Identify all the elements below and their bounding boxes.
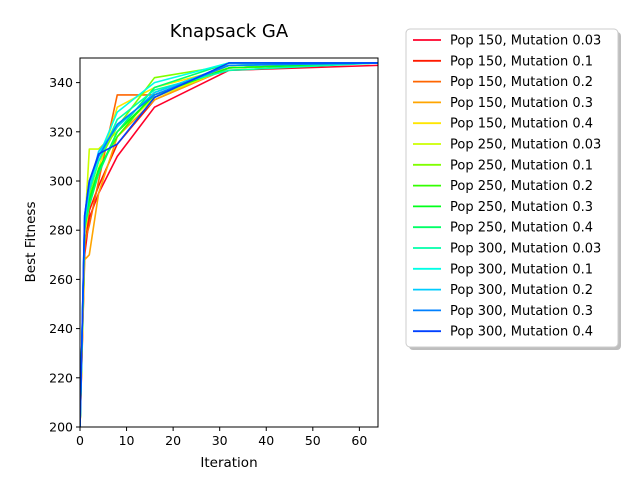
y-tick-label: 260 — [49, 272, 73, 287]
y-tick-label: 340 — [49, 75, 73, 90]
x-tick-label: 60 — [351, 433, 367, 448]
y-axis-label: Best Fitness — [23, 202, 39, 283]
plot-lines — [80, 62, 378, 427]
legend: Pop 150, Mutation 0.03 Pop 150, Mutation … — [405, 28, 621, 350]
legend-label-3: Pop 150, Mutation 0.3 — [450, 96, 593, 111]
legend-label-1: Pop 150, Mutation 0.1 — [450, 54, 593, 69]
legend-label-8: Pop 250, Mutation 0.3 — [450, 200, 593, 215]
y-tick-label: 200 — [49, 420, 73, 435]
legend-label-13: Pop 300, Mutation 0.3 — [450, 304, 593, 319]
series-line-13 — [80, 62, 378, 427]
x-tick-label: 20 — [165, 433, 181, 448]
y-tick-label: 280 — [49, 223, 73, 238]
legend-label-14: Pop 300, Mutation 0.4 — [450, 325, 593, 340]
x-axis-ticks: 0 10 20 30 40 50 60 — [76, 427, 367, 448]
x-tick-label: 40 — [258, 433, 274, 448]
legend-label-9: Pop 250, Mutation 0.4 — [450, 221, 593, 236]
legend-label-10: Pop 300, Mutation 0.03 — [450, 242, 601, 257]
series-line-14 — [80, 62, 378, 427]
x-tick-label: 30 — [212, 433, 228, 448]
legend-box — [405, 28, 619, 348]
legend-items: Pop 150, Mutation 0.03 Pop 150, Mutation … — [413, 34, 601, 340]
plot-frame — [79, 57, 379, 428]
legend-label-5: Pop 250, Mutation 0.03 — [450, 138, 601, 153]
x-tick-label: 50 — [305, 433, 321, 448]
legend-label-6: Pop 250, Mutation 0.1 — [450, 158, 593, 173]
x-tick-label: 0 — [76, 433, 84, 448]
legend-label-0: Pop 150, Mutation 0.03 — [450, 34, 601, 49]
y-tick-label: 300 — [49, 174, 73, 189]
y-tick-label: 320 — [49, 124, 73, 139]
y-tick-label: 220 — [49, 370, 73, 385]
legend-label-12: Pop 300, Mutation 0.2 — [450, 283, 593, 298]
legend-label-2: Pop 150, Mutation 0.2 — [450, 75, 593, 90]
y-axis-ticks: 200 220 240 260 280 300 320 340 — [49, 75, 80, 435]
legend-label-11: Pop 300, Mutation 0.1 — [450, 262, 593, 277]
legend-label-4: Pop 150, Mutation 0.4 — [450, 117, 593, 132]
chart-title: Knapsack GA — [170, 21, 289, 42]
x-tick-label: 10 — [119, 433, 135, 448]
x-axis-label: Iteration — [200, 455, 257, 471]
legend-label-7: Pop 250, Mutation 0.2 — [450, 179, 593, 194]
y-tick-label: 240 — [49, 321, 73, 336]
